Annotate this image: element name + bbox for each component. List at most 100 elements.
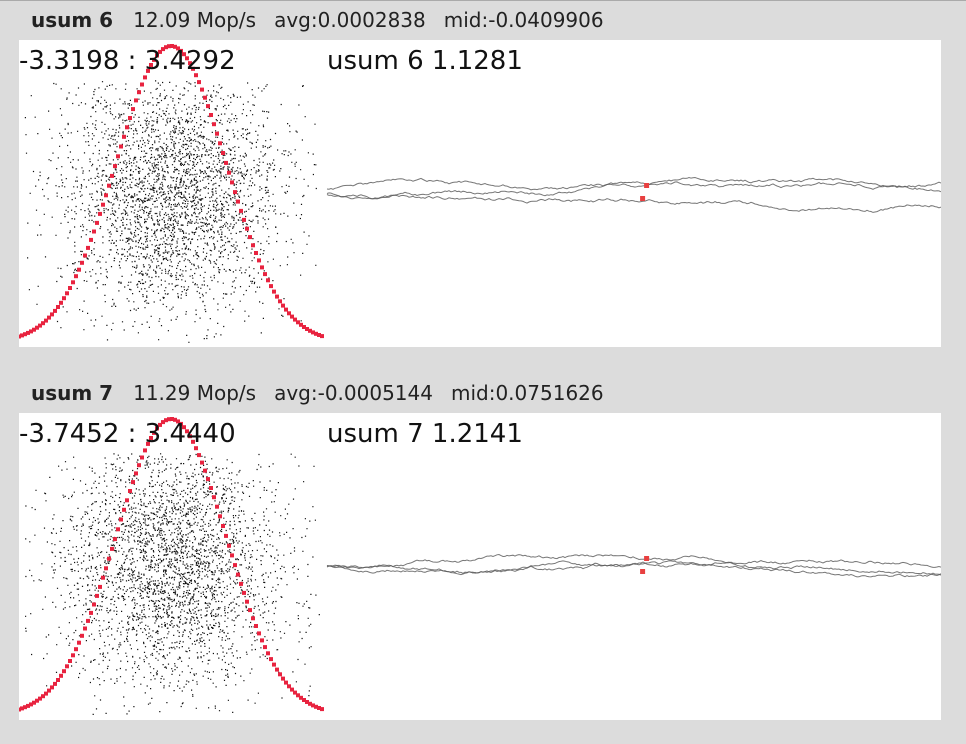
curve-marker	[317, 333, 321, 337]
curve-marker	[296, 693, 300, 698]
walk-title: usum 7 1.2141	[327, 419, 523, 449]
curve-marker	[212, 122, 216, 127]
curve-marker	[56, 678, 60, 682]
curve-marker	[161, 47, 165, 52]
curve-marker	[92, 229, 96, 234]
avg-value: avg:-0.0005144	[274, 381, 433, 405]
curve-marker	[32, 700, 36, 705]
curve-marker	[146, 68, 150, 73]
curve-marker	[113, 164, 117, 169]
curve-marker	[137, 90, 141, 95]
curve-marker	[215, 504, 219, 509]
curve-marker	[275, 294, 279, 299]
curve-marker	[164, 418, 168, 423]
curve-marker	[218, 514, 222, 519]
range-label: -3.3198 : 3.4292	[19, 46, 236, 76]
curve-marker	[224, 533, 228, 538]
random-walk-line	[326, 181, 941, 200]
curve-marker	[155, 53, 159, 58]
curve-marker	[71, 653, 75, 658]
curve-marker	[176, 419, 180, 424]
curve-marker	[239, 208, 243, 213]
curve-marker	[137, 463, 141, 468]
curve-marker	[155, 426, 159, 431]
curve-marker	[65, 291, 69, 296]
curve-marker	[161, 420, 165, 425]
curve-marker	[266, 278, 270, 283]
curve-marker	[140, 455, 144, 460]
curve-marker	[194, 446, 198, 451]
curve-marker	[236, 199, 240, 204]
panel-header: usum 6 12.09 Mop/s avg:0.0002838 mid:-0.040…	[31, 0, 622, 40]
curve-marker	[134, 471, 138, 476]
curve-marker	[158, 49, 162, 54]
curve-marker	[128, 489, 132, 493]
walk-marker	[644, 556, 650, 561]
mid-value: mid:-0.0409906	[443, 8, 604, 32]
curve-marker	[215, 131, 219, 136]
curve-marker	[128, 116, 132, 120]
random-walk-line	[326, 553, 941, 569]
test-name: usum 6	[31, 8, 114, 32]
curve-marker	[230, 180, 234, 185]
curve-marker	[278, 299, 282, 304]
curve-marker	[287, 684, 291, 689]
curve-marker	[134, 98, 138, 103]
plot-area: -3.7452 : 3.4440 usum 7 1.2141	[19, 413, 941, 720]
curve-marker	[311, 330, 315, 335]
curve-marker	[179, 421, 183, 426]
curve-marker	[182, 52, 186, 57]
curve-marker	[299, 695, 303, 700]
curve-marker	[167, 417, 171, 422]
curve-marker	[74, 647, 78, 652]
curve-marker	[275, 667, 279, 672]
mid-value: mid:0.0751626	[450, 381, 604, 405]
curve-marker	[173, 44, 177, 49]
panel-header: usum 7 11.29 Mop/s avg:-0.0005144 mid:0.075…	[31, 373, 622, 413]
test-name: usum 7	[31, 381, 114, 405]
curve-marker	[23, 332, 27, 337]
curve-marker	[269, 657, 273, 662]
curve-marker	[257, 631, 261, 636]
curve-marker	[164, 45, 168, 50]
curve-marker	[62, 296, 66, 301]
curve-marker	[170, 44, 174, 48]
curve-marker	[77, 267, 81, 272]
curve-marker	[116, 154, 120, 159]
curve-marker	[77, 640, 81, 645]
curve-marker	[29, 329, 33, 334]
curve-marker	[206, 104, 210, 109]
curve-marker	[245, 599, 249, 604]
curve-marker	[173, 417, 177, 422]
plot-area: -3.3198 : 3.4292 usum 6 1.1281	[19, 40, 941, 347]
curve-marker	[233, 563, 237, 568]
rate-value: 11.29 Mop/s	[133, 381, 257, 405]
curve-marker	[116, 527, 120, 532]
curve-marker	[53, 681, 57, 686]
curve-marker	[251, 616, 255, 621]
curve-marker	[59, 300, 63, 305]
curve-marker	[296, 320, 300, 325]
curve-marker	[65, 664, 69, 669]
curve-marker	[272, 662, 276, 667]
curve-marker	[125, 125, 129, 130]
curve-marker	[314, 704, 318, 709]
walk-marker	[640, 569, 646, 574]
curve-marker	[50, 685, 54, 690]
curve-marker	[263, 645, 267, 650]
curve-marker	[242, 217, 246, 222]
curve-marker	[197, 80, 201, 85]
curve-marker	[125, 498, 129, 503]
curve-marker	[206, 477, 210, 482]
curve-marker	[272, 289, 276, 294]
curve-marker	[221, 151, 225, 155]
curve-marker	[107, 183, 111, 188]
curve-marker	[152, 430, 156, 435]
curve-marker	[218, 141, 222, 146]
scatter-points	[24, 80, 317, 343]
curve-marker	[152, 57, 156, 62]
curve-marker	[245, 226, 249, 231]
curve-marker	[143, 448, 147, 453]
curve-marker	[179, 48, 183, 53]
curve-marker	[182, 425, 186, 430]
